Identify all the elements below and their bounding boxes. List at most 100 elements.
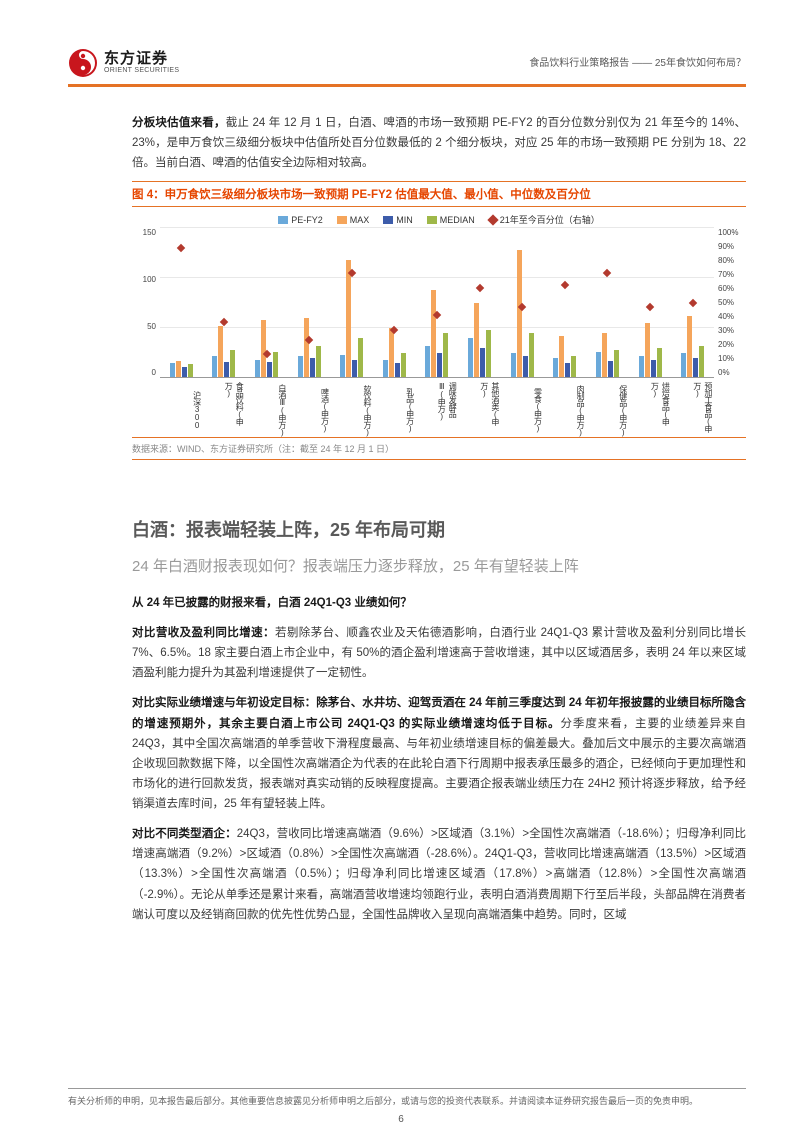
bar-pe_fy2 xyxy=(681,353,686,378)
logo-icon xyxy=(68,48,98,78)
category-group xyxy=(458,228,501,377)
x-label: 食品饮料(申万) xyxy=(203,382,246,438)
para-lead-bold: 从 24 年已披露的财报来看，白酒 24Q1-Q3 业绩如何？ xyxy=(132,597,412,609)
category-group xyxy=(288,228,331,377)
bar-min xyxy=(523,356,528,378)
x-label: 零食(申万) xyxy=(501,382,544,438)
ytick-right: 60% xyxy=(718,284,746,293)
bar-max xyxy=(261,320,266,378)
bar-min xyxy=(182,367,187,377)
ytick-right: 90% xyxy=(718,242,746,251)
category-group xyxy=(203,228,246,377)
para-lead-bold: 对比营收及盈利同比增速： xyxy=(132,627,275,639)
intro-lead: 分板块估值来看， xyxy=(132,117,226,129)
category-group xyxy=(629,228,672,377)
body-paragraph: 对比实际业绩增速与年初设定目标：除茅台、水井坊、迎驾贡酒在 24 年前三季度达到… xyxy=(132,693,746,814)
ytick-right: 10% xyxy=(718,354,746,363)
x-label: 预加工食品(申万) xyxy=(671,382,714,438)
bar-min xyxy=(651,360,656,378)
page-footer: 有关分析师的申明，见本报告最后部分。其他重要信息披露见分析师申明之后部分，或请与… xyxy=(68,1088,746,1107)
bar-pe_fy2 xyxy=(383,360,388,378)
bar-min xyxy=(480,348,485,378)
ytick-left: 50 xyxy=(136,322,156,331)
x-label: 肉制品(申万) xyxy=(543,382,586,438)
bar-median xyxy=(699,346,704,378)
page-number: 6 xyxy=(0,1114,802,1125)
bar-min xyxy=(352,360,357,378)
bar-pe_fy2 xyxy=(468,338,473,378)
bar-max xyxy=(474,303,479,378)
legend-label: PE-FY2 xyxy=(291,215,323,225)
bar-min xyxy=(565,363,570,377)
intro-paragraph: 分板块估值来看，截止 24 年 12 月 1 日，白酒、啤酒的市场一致预期 PE… xyxy=(132,113,746,173)
ytick-right: 0% xyxy=(718,368,746,377)
x-label: 其他酒类(申万) xyxy=(458,382,501,438)
category-group xyxy=(330,228,373,377)
percentile-marker xyxy=(561,281,569,289)
ytick-right: 40% xyxy=(718,312,746,321)
y-axis-left: 150 100 50 0 xyxy=(136,228,156,377)
para-rest: 24Q3，营收同比增速高端酒（9.6%）>区域酒（3.1%）>全国性次高端酒（-… xyxy=(132,828,746,921)
ytick-left: 100 xyxy=(136,275,156,284)
legend-label: MEDIAN xyxy=(440,215,475,225)
bar-max xyxy=(304,318,309,378)
legend-swatch xyxy=(383,216,393,224)
header-rule xyxy=(68,84,746,87)
bar-median xyxy=(657,348,662,378)
x-label: 白酒Ⅲ(申万) xyxy=(245,382,288,438)
logo-text-en: ORIENT SECURITIES xyxy=(104,67,179,75)
bar-median xyxy=(571,356,576,378)
bar-pe_fy2 xyxy=(425,346,430,378)
legend-label: MAX xyxy=(350,215,370,225)
bar-max xyxy=(389,328,394,378)
bar-pe_fy2 xyxy=(212,356,217,378)
bar-median xyxy=(614,350,619,378)
section-heading-1: 白酒：报表端轻装上阵，25 年布局可期 xyxy=(132,516,746,542)
ytick-right: 50% xyxy=(718,298,746,307)
chart-source: 数据来源：WIND、东方证券研究所（注：截至 24 年 12 月 1 日） xyxy=(132,437,746,460)
x-label: 烘焙食品(申万) xyxy=(629,382,672,438)
bar-median xyxy=(401,353,406,378)
legend-swatch xyxy=(337,216,347,224)
bar-pe_fy2 xyxy=(511,353,516,378)
legend-item: MIN xyxy=(383,213,413,226)
para-lead-bold: 对比实际业绩增速与年初设定目标： xyxy=(132,697,316,709)
header-doc-title: 食品饮料行业策略报告 —— 25年食饮如何布局？ xyxy=(529,54,746,69)
bar-min xyxy=(310,358,315,378)
percentile-marker xyxy=(646,303,654,311)
section-heading-2: 24 年白酒财报表现如何？报表端压力逐步释放，25 年有望轻装上阵 xyxy=(132,556,746,579)
category-group xyxy=(501,228,544,377)
x-label: 啤酒(申万) xyxy=(288,382,331,438)
x-label: 乳品(申万) xyxy=(373,382,416,438)
bar-min xyxy=(224,362,229,377)
bar-min xyxy=(267,362,272,377)
category-group xyxy=(586,228,629,377)
bar-pe_fy2 xyxy=(170,363,175,377)
bar-pe_fy2 xyxy=(596,352,601,378)
category-group xyxy=(416,228,459,377)
category-group xyxy=(373,228,416,377)
chart-title: 图 4：申万食饮三级细分板块市场一致预期 PE-FY2 估值最大值、最小值、中位… xyxy=(132,181,746,207)
para-rest: 分季度来看，主要的业绩差异来自 24Q3，其中全国次高端酒的单季营收下滑程度最高… xyxy=(132,718,746,811)
ytick-right: 100% xyxy=(718,228,746,237)
bar-max xyxy=(559,336,564,378)
bar-max xyxy=(431,290,436,377)
body-paragraph: 从 24 年已披露的财报来看，白酒 24Q1-Q3 业绩如何？ xyxy=(132,593,746,613)
bar-median xyxy=(230,350,235,378)
category-group xyxy=(245,228,288,377)
legend-swatch xyxy=(487,214,498,225)
bar-max xyxy=(687,316,692,378)
percentile-marker xyxy=(177,243,185,251)
bar-pe_fy2 xyxy=(553,358,558,378)
ytick-left: 150 xyxy=(136,228,156,237)
body-paragraph: 对比不同类型酒企：24Q3，营收同比增速高端酒（9.6%）>区域酒（3.1%）>… xyxy=(132,824,746,925)
bar-max xyxy=(517,250,522,377)
ytick-left: 0 xyxy=(136,368,156,377)
figure-4: 图 4：申万食饮三级细分板块市场一致预期 PE-FY2 估值最大值、最小值、中位… xyxy=(132,181,746,460)
percentile-marker xyxy=(688,299,696,307)
y-axis-right: 100%90%80%70%60%50%40%30%20%10%0% xyxy=(718,228,746,377)
chart-legend: PE-FY2MAXMINMEDIAN21年至今百分位（右轴） xyxy=(132,213,746,226)
bar-pe_fy2 xyxy=(639,356,644,378)
logo-text-cn: 东方证券 xyxy=(104,51,179,68)
category-group xyxy=(160,228,203,377)
